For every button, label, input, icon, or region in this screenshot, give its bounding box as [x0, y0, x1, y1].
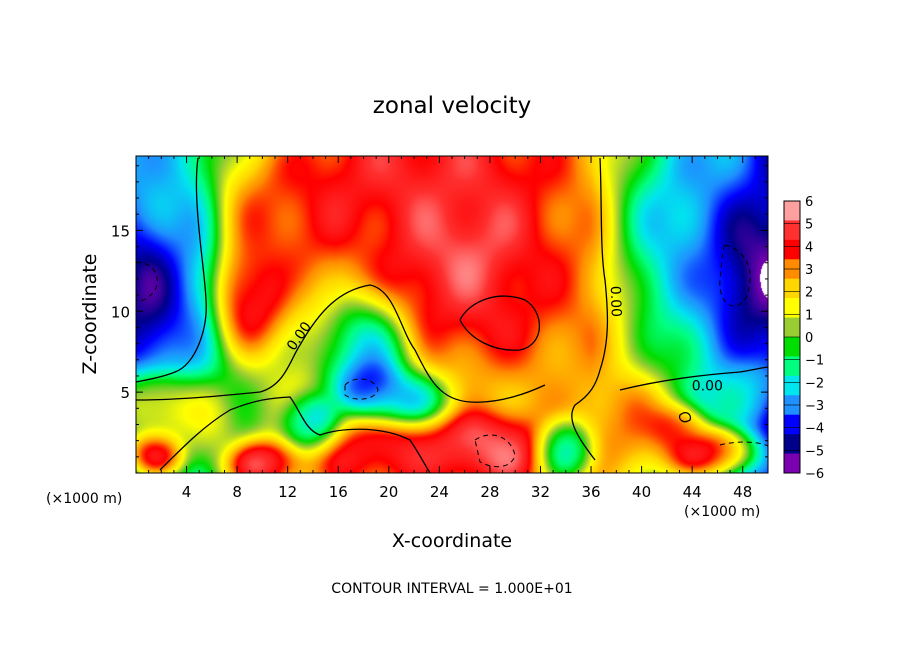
colorbar-swatch [784, 201, 800, 221]
contour-label: 0.00 [692, 379, 723, 395]
colorbar-tick-label: 2 [805, 286, 813, 301]
x-tick-label: 28 [480, 483, 499, 501]
x-tick-label: 36 [581, 483, 600, 501]
colorbar-tick-label: −4 [805, 422, 824, 437]
colorbar-tick-label: −3 [805, 399, 824, 414]
contour-label: 0.00 [607, 286, 624, 318]
y-axis: 5 10 15 [111, 165, 768, 458]
chart-title: zonal velocity [373, 93, 531, 119]
dashed-contour-east [719, 244, 751, 307]
x-tick-label: 16 [329, 483, 348, 501]
colorbar-tick-label: 0 [805, 331, 813, 346]
colorbar-swatch [784, 337, 800, 357]
zero-contour-central [135, 284, 546, 403]
colorbar: 6 5 4 3 2 1 0 −1 −2 −3 −4 −5 −6 [783, 195, 824, 482]
y-tick-label: 15 [111, 222, 130, 240]
colorbar-tick-label: −5 [805, 444, 824, 459]
x-tick-label: 48 [733, 483, 752, 501]
colorbar-tick-label: −1 [805, 354, 824, 369]
colorbar-swatch [784, 453, 800, 474]
colorbar-tick-label: 3 [805, 263, 813, 278]
colorbar-tick-label: 5 [805, 218, 813, 233]
colorbar-tick-label: −6 [805, 467, 824, 482]
colorbar-tick-label: −2 [805, 376, 824, 391]
colorbar-swatch [784, 278, 800, 299]
contour-white-core [459, 295, 541, 351]
colorbar-swatch [784, 356, 800, 377]
colorbar-tick-label: 4 [805, 240, 813, 255]
dashed-contour-bottom-right [719, 441, 769, 447]
colorbar-tick-label: 1 [805, 308, 813, 323]
x-axis-label: X-coordinate [392, 530, 512, 552]
contour-lines [135, 157, 769, 474]
x-tick-label: 4 [182, 483, 192, 501]
colorbar-swatch [784, 375, 800, 396]
colorbar-tick-label: 6 [805, 195, 813, 210]
x-tick-label: 8 [232, 483, 242, 501]
negative-contours [135, 244, 769, 468]
colorbar-swatch [784, 239, 800, 260]
x-tick-label: 20 [379, 483, 398, 501]
x-tick-label: 32 [531, 483, 550, 501]
x-unit-label-right: (×1000 m) [684, 504, 760, 520]
zero-contour-lower [159, 396, 431, 474]
y-axis-label: Z-coordinate [79, 254, 101, 375]
zero-contour-west [135, 157, 207, 383]
colorbar-swatch [784, 414, 800, 435]
x-tick-label: 44 [683, 483, 702, 501]
y-tick-label: 10 [111, 303, 130, 321]
contour-interval-footer: CONTOUR INTERVAL = 1.000E+01 [331, 581, 572, 597]
x-tick-label: 24 [430, 483, 449, 501]
zero-contour-east [571, 157, 609, 461]
colorbar-swatch [784, 220, 800, 241]
colorbar-swatch [784, 434, 800, 455]
y-tick-label: 5 [120, 384, 130, 402]
colorbar-swatch [784, 298, 800, 319]
dashed-contour-west [135, 261, 158, 302]
velocity-field [136, 156, 768, 473]
x-tick-label: 12 [278, 483, 297, 501]
plot-area [135, 155, 769, 474]
x-tick-label: 40 [632, 483, 651, 501]
dashed-contour-bottom [474, 434, 516, 468]
contour-small-loop [678, 412, 692, 423]
colorbar-swatch [784, 317, 800, 338]
x-axis: 4 8 12 16 20 24 28 32 36 40 44 48 [148, 156, 756, 501]
zero-contour-right [619, 366, 769, 391]
dashed-contour-center [344, 378, 379, 400]
x-unit-label-left: (×1000 m) [46, 491, 122, 507]
